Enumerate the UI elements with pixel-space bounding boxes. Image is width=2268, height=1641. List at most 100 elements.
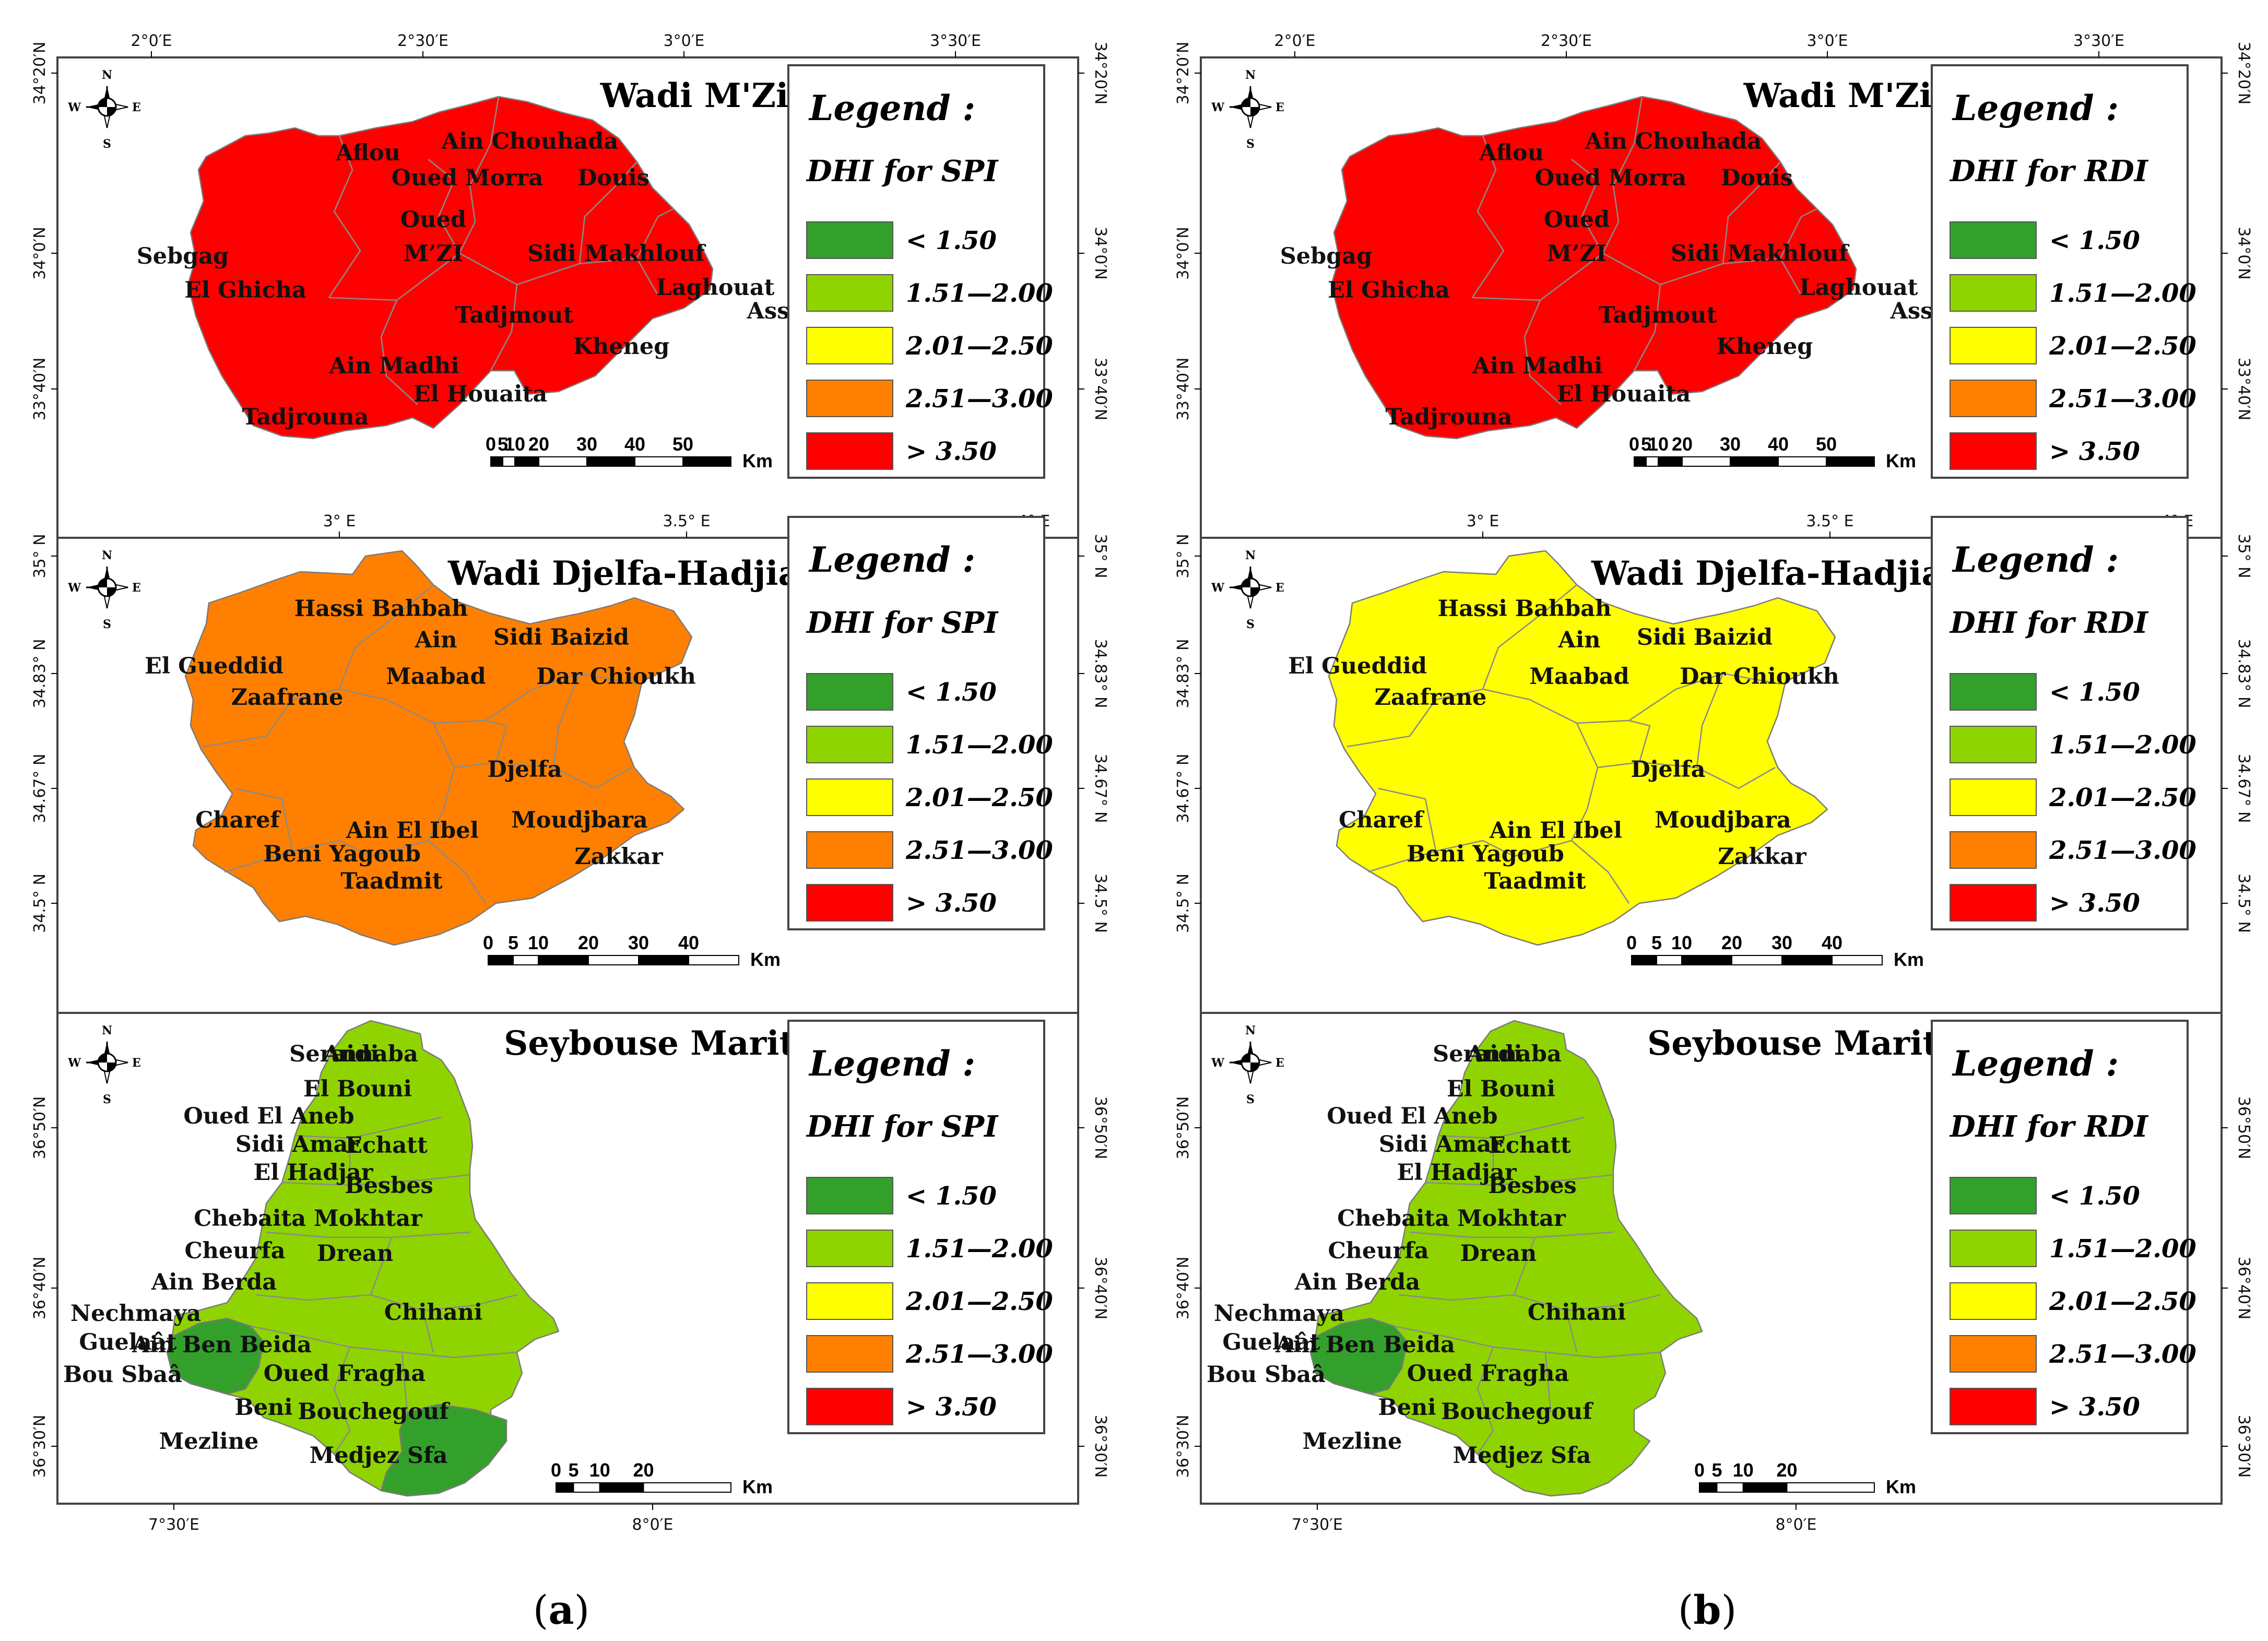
legend: Legend : DHI for RDI < 1.50 1.51—2.00 2.01—2… xyxy=(1931,516,2196,930)
place-label: Chihani xyxy=(384,1300,483,1326)
legend-swatch xyxy=(806,380,893,417)
place-label: Nechmaya xyxy=(70,1301,201,1327)
compass-e-label: E xyxy=(132,1056,141,1070)
scale-tick-label: 20 xyxy=(1721,932,1742,953)
scale-bar-segment xyxy=(1658,456,1683,467)
scale-unit-label: Km xyxy=(742,450,773,471)
place-label: Hassi Bahbah xyxy=(294,596,468,622)
scale-bar-segment xyxy=(1730,456,1779,467)
scale-bar-segment xyxy=(588,955,639,965)
scale-tick-label: 40 xyxy=(1822,932,1842,953)
scale-unit-label: Km xyxy=(750,949,781,970)
place-label: Chihani xyxy=(1528,1300,1626,1326)
commune-boundary xyxy=(338,584,434,690)
lat-label-left: 35° N xyxy=(31,534,49,578)
scale-unit-label: Km xyxy=(1894,949,1924,970)
lon-label: 3° E xyxy=(323,512,356,530)
place-label: Bouchegouf xyxy=(298,1399,450,1425)
place-label: Drean xyxy=(317,1241,393,1267)
lat-label-right: 34.67° N xyxy=(1091,754,1109,823)
lat-label-left: 34.67° N xyxy=(31,754,49,823)
legend: Legend : DHI for SPI < 1.50 1.51—2.00 2.01—2… xyxy=(787,64,1053,479)
place-label: Besbes xyxy=(345,1173,433,1199)
compass-quadrant xyxy=(1250,587,1259,596)
commune-boundary xyxy=(401,1352,408,1413)
place-label: El Gueddid xyxy=(1288,653,1427,679)
compass-quadrant xyxy=(98,579,107,587)
legend-swatch xyxy=(806,778,893,816)
place-label: Kheneg xyxy=(1717,334,1813,360)
scale-tick-label: 0 xyxy=(551,1459,561,1481)
legend-swatch xyxy=(806,432,893,470)
commune-boundary xyxy=(224,840,429,873)
scale-tick-label: 10 xyxy=(1671,932,1692,953)
legend-swatch xyxy=(1950,380,2037,417)
place-label: Ain Chouhada xyxy=(1585,128,1762,155)
map-panel-djelfa: 3° E3.5° E4° E35° N35° N34.83° N34.83° N… xyxy=(1174,512,2253,1030)
scale-bar-segment xyxy=(1731,955,1782,965)
scale-tick-label: 0 xyxy=(1626,932,1637,953)
place-label: Chebaita Mokhtar xyxy=(194,1206,423,1232)
place-label: Bou Sbaâ xyxy=(1207,1362,1326,1388)
scale-tick-label: 30 xyxy=(576,433,597,455)
scale-bar: 0 5 10 20 Km xyxy=(1694,1459,1916,1497)
lat-label-left: 36°30′N xyxy=(31,1415,49,1478)
legend-class-label: 1.51—2.00 xyxy=(906,1234,1053,1264)
compass-e-label: E xyxy=(132,581,141,595)
scale-bar-segment xyxy=(538,456,587,467)
legend-class-label: 1.51—2.00 xyxy=(906,279,1053,308)
place-label: Douis xyxy=(577,165,649,191)
place-label: Cheurfa xyxy=(1328,1238,1428,1264)
scale-bar-segment xyxy=(1786,1482,1875,1493)
map-title: Wadi Djelfa-Hadjia xyxy=(1591,554,1943,593)
lat-label-left: 34.67° N xyxy=(1174,754,1192,823)
place-label: El Bouni xyxy=(1447,1076,1555,1102)
place-label: Sidi Makhlouf xyxy=(527,241,706,267)
legend-swatch xyxy=(1950,327,2037,364)
lat-label-left: 34.83° N xyxy=(1174,639,1192,709)
place-label: Oued Morra xyxy=(392,165,544,191)
legend-class-label: 1.51—2.00 xyxy=(906,730,1053,760)
place-label: Nechmaya xyxy=(1214,1301,1344,1327)
compass-e-label: E xyxy=(1275,581,1284,595)
lat-label-left: 36°40′N xyxy=(1174,1257,1192,1320)
legend-class-label: 2.01—2.50 xyxy=(2049,332,2196,361)
place-label: Laghouat xyxy=(1799,275,1918,301)
lat-label-right: 36°50′N xyxy=(1091,1096,1109,1160)
legend-class-label: > 3.50 xyxy=(906,1392,997,1422)
place-label: Dar Chioukh xyxy=(1680,664,1839,690)
map-panel-seybouse: 7°30′E 8°0′E 36°50′N 36°50′N 36°40′N 36°40′N 3… xyxy=(1174,1012,2253,1534)
commune-boundary xyxy=(578,161,637,264)
scale-bar-segment xyxy=(514,456,539,467)
legend-class-label: > 3.50 xyxy=(2049,889,2140,918)
place-label: Moudjbara xyxy=(1655,807,1791,833)
scale-bar-segment xyxy=(556,1482,574,1493)
place-label: Beni Yagoub xyxy=(263,841,421,867)
place-label: Cheurfa xyxy=(184,1238,285,1264)
lat-label-left: 36°40′N xyxy=(31,1257,49,1320)
place-label: Djelfa xyxy=(1631,757,1706,783)
commune-boundary xyxy=(1471,135,1505,298)
place-label: Guelaât xyxy=(79,1329,176,1355)
lat-label-right: 34°0′N xyxy=(2235,227,2253,280)
commune-boundary xyxy=(485,719,507,763)
commune-boundary xyxy=(294,1116,442,1139)
place-label: Sidi Baizid xyxy=(493,624,629,651)
scale-tick-label: 20 xyxy=(1672,433,1693,455)
lat-label-left: 35° N xyxy=(1174,534,1192,578)
compass-s-label: S xyxy=(103,137,111,151)
commune-boundary xyxy=(1367,840,1572,873)
compass-s-label: S xyxy=(1246,137,1255,151)
commune-boundary xyxy=(1571,159,1604,254)
caption-paren: ( xyxy=(1678,1587,1694,1633)
place-label: Beni xyxy=(234,1395,292,1421)
legend-title: Legend : xyxy=(808,1043,975,1084)
place-label: Maabad xyxy=(1529,664,1629,690)
place-label: Seraidi xyxy=(1433,1041,1522,1067)
lon-label: 8°0′E xyxy=(632,1516,674,1534)
scale-bar-segment xyxy=(1631,955,1657,965)
place-label: Ain Chouhada xyxy=(441,128,618,155)
lat-label-left: 36°30′N xyxy=(1174,1415,1192,1478)
legend-swatch xyxy=(1950,1230,2037,1267)
scale-bar: 0 5 10 20 Km xyxy=(551,1459,773,1497)
